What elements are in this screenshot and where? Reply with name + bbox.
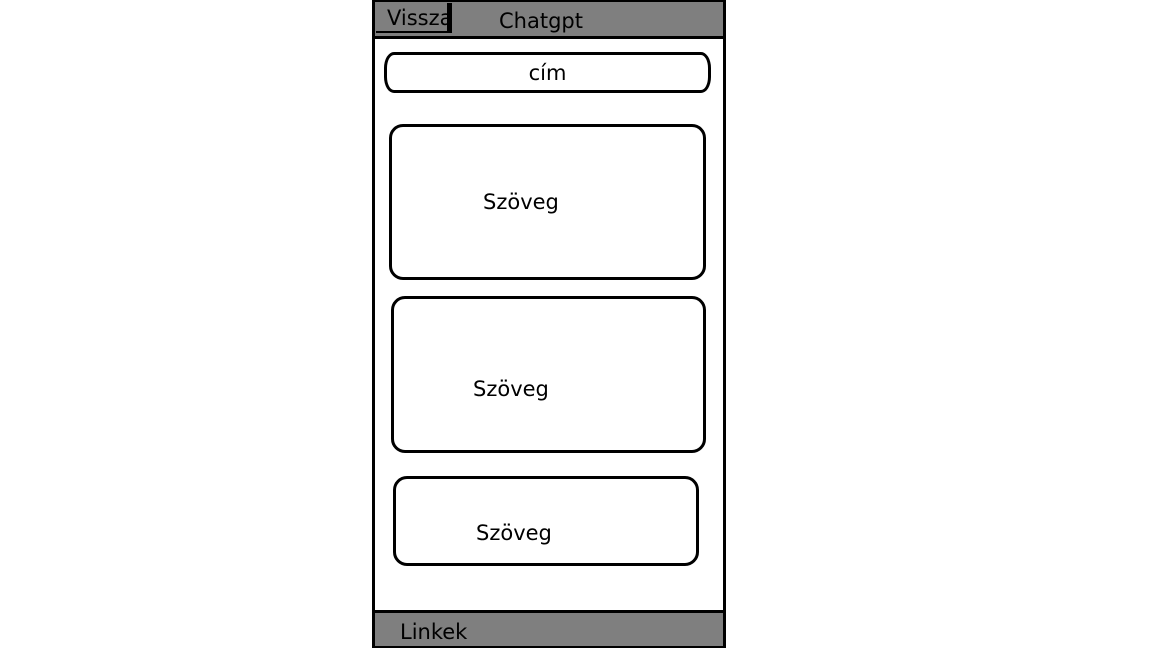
text-card-label: Szöveg <box>476 521 552 545</box>
title-field[interactable]: cím <box>384 52 711 93</box>
text-card-2: Szöveg <box>391 296 706 453</box>
text-card-label: Szöveg <box>473 377 549 401</box>
links-footer[interactable]: Linkek <box>375 610 723 646</box>
text-card-label: Szöveg <box>483 190 559 214</box>
text-card-3: Szöveg <box>393 476 699 566</box>
phone-frame: Vissza Chatgpt cím Szöveg Szöveg Szöveg … <box>372 0 726 648</box>
text-card-1: Szöveg <box>389 124 706 280</box>
app-title: Chatgpt <box>499 9 583 33</box>
top-bar: Vissza Chatgpt <box>375 2 723 39</box>
back-button[interactable]: Vissza <box>376 3 452 33</box>
